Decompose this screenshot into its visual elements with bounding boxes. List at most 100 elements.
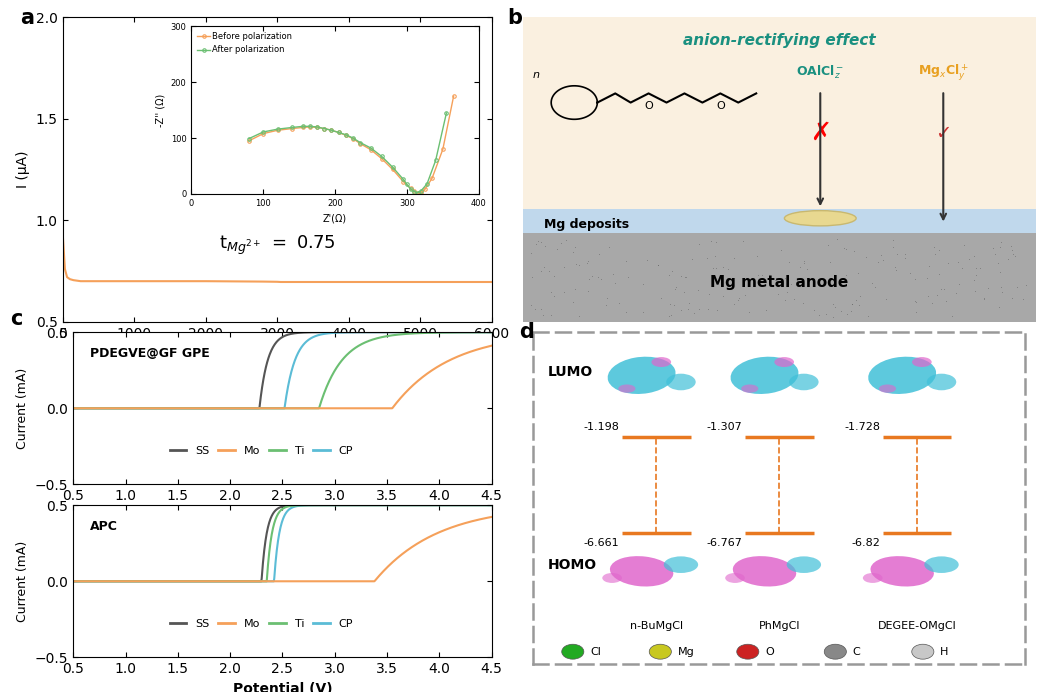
Ellipse shape (652, 357, 672, 367)
Mo (393, 395, 406, 403)
Line: Mo: Mo (73, 346, 492, 408)
Bar (523, 233, 1036, 322)
SS (110, 404, 122, 412)
CP (236, 404, 249, 412)
SS (485, 501, 498, 509)
X-axis label: Time (s): Time (s) (245, 346, 310, 361)
Ti (485, 501, 498, 509)
Text: $\mathregular{t}_{{\mathit{{Mg}}^{2+}}}\ =\ 0.75$: $\mathregular{t}_{{\mathit{{Mg}}^{2+}}}\… (219, 234, 336, 257)
Ti (355, 501, 367, 509)
Ellipse shape (870, 556, 934, 587)
Text: -6.661: -6.661 (584, 538, 619, 548)
Y-axis label: I (μA): I (μA) (17, 151, 30, 188)
Ti (67, 404, 79, 412)
CP (67, 404, 79, 412)
Ti (236, 577, 249, 585)
CP (251, 577, 264, 585)
Text: Mg deposits: Mg deposits (544, 218, 629, 231)
Ellipse shape (774, 357, 794, 367)
Text: -1.728: -1.728 (844, 422, 880, 432)
Text: O: O (644, 100, 653, 111)
Text: Mg metal anode: Mg metal anode (710, 275, 848, 290)
SS (251, 577, 264, 585)
SS (251, 404, 264, 412)
Text: HOMO: HOMO (548, 558, 597, 572)
Text: H: H (940, 647, 949, 657)
Text: -1.307: -1.307 (707, 422, 743, 432)
Ellipse shape (725, 573, 745, 583)
Text: c: c (10, 309, 23, 329)
Mo (355, 404, 367, 412)
Ti (67, 577, 79, 585)
Ellipse shape (742, 385, 758, 393)
Y-axis label: Current (mA): Current (mA) (17, 540, 29, 622)
Line: Ti: Ti (73, 505, 492, 581)
Mo (251, 404, 264, 412)
Text: C: C (852, 647, 860, 657)
Mo (67, 577, 79, 585)
Line: CP: CP (73, 332, 492, 408)
SS (401, 501, 413, 509)
Ti (401, 329, 413, 338)
Ti (393, 501, 406, 509)
CP (67, 577, 79, 585)
Line: CP: CP (73, 505, 492, 581)
SS (67, 404, 79, 412)
CP (401, 501, 413, 509)
Mo (401, 546, 413, 554)
Ellipse shape (912, 644, 934, 659)
Text: -1.198: -1.198 (584, 422, 619, 432)
Mo (110, 577, 122, 585)
Line: SS: SS (73, 505, 492, 581)
CP (236, 577, 249, 585)
Ellipse shape (610, 556, 674, 587)
Ellipse shape (824, 644, 846, 659)
Text: a: a (20, 8, 33, 28)
Mo (67, 404, 79, 412)
Ellipse shape (787, 556, 821, 573)
Text: n-BuMgCl: n-BuMgCl (630, 621, 683, 631)
Ellipse shape (927, 374, 956, 390)
Bar (523, 17, 1036, 215)
Ellipse shape (784, 210, 856, 226)
Mo (236, 404, 249, 412)
Ti (485, 328, 498, 336)
Ellipse shape (608, 356, 676, 394)
Mo (251, 577, 264, 585)
Text: O: O (715, 100, 725, 111)
Ellipse shape (879, 385, 896, 393)
Text: LUMO: LUMO (548, 365, 593, 379)
Mo (485, 513, 498, 521)
CP (401, 328, 413, 336)
CP (110, 577, 122, 585)
Text: ✓: ✓ (935, 123, 952, 143)
SS (110, 577, 122, 585)
Mo (355, 577, 367, 585)
Ellipse shape (925, 556, 959, 573)
Text: -6.82: -6.82 (851, 538, 880, 548)
Ti (251, 577, 264, 585)
Mo (485, 342, 498, 350)
CP (110, 404, 122, 412)
Mo (236, 577, 249, 585)
SS (236, 577, 249, 585)
Ellipse shape (562, 644, 584, 659)
CP (393, 328, 406, 336)
Ti (355, 340, 367, 349)
SS (451, 501, 463, 509)
Line: SS: SS (73, 332, 492, 408)
Text: d: d (519, 322, 533, 343)
Ellipse shape (863, 573, 883, 583)
Ellipse shape (912, 357, 932, 367)
Y-axis label: Current (mA): Current (mA) (17, 367, 29, 449)
CP (251, 404, 264, 412)
Line: Mo: Mo (73, 517, 492, 581)
Ti (236, 404, 249, 412)
Legend: SS, Mo, Ti, CP: SS, Mo, Ti, CP (165, 614, 358, 634)
Ellipse shape (730, 356, 798, 394)
CP (485, 501, 498, 509)
Text: APC: APC (90, 520, 118, 534)
Text: anion-rectifying effect: anion-rectifying effect (683, 33, 876, 48)
Ellipse shape (733, 556, 796, 587)
Ellipse shape (789, 374, 819, 390)
